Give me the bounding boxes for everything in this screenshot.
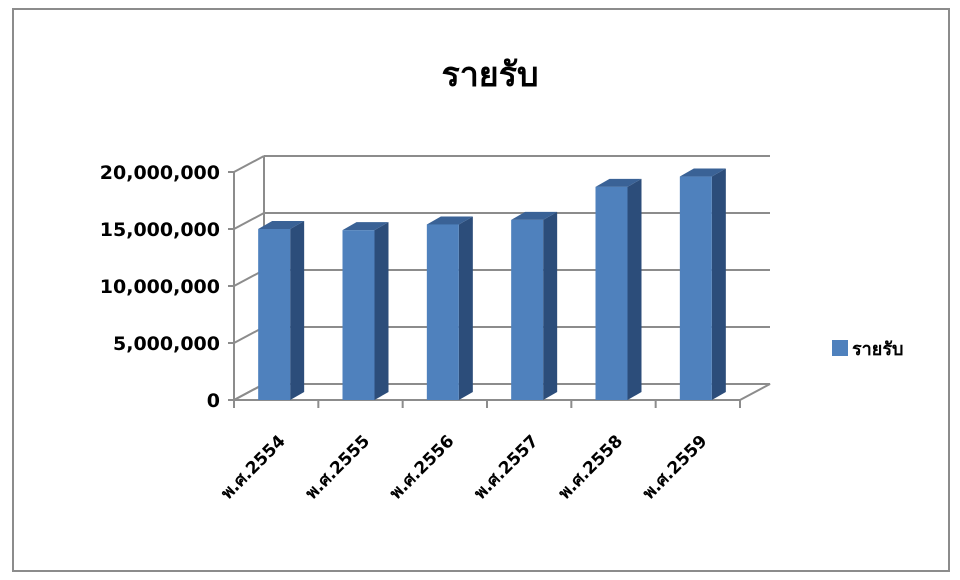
legend: รายรับ — [832, 339, 903, 360]
bar-side — [627, 178, 642, 400]
bar-top — [342, 222, 389, 231]
bar-side — [711, 168, 726, 400]
gridline-side — [233, 212, 265, 230]
y-tick-label: 0 — [207, 390, 220, 412]
chart-frame — [12, 8, 950, 572]
x-tick-label: พ.ศ.2554 — [217, 431, 289, 503]
bar — [679, 176, 712, 400]
legend-label: รายรับ — [852, 339, 903, 360]
bar — [595, 186, 628, 400]
gridline-side — [233, 155, 265, 173]
bar-top — [595, 178, 642, 187]
bar-side — [543, 211, 558, 400]
bar — [342, 230, 375, 400]
y-tick-label: 20,000,000 — [100, 162, 220, 184]
y-tick-label: 15,000,000 — [100, 219, 220, 241]
x-tick-label: พ.ศ.2556 — [386, 431, 458, 503]
y-tick-label: 10,000,000 — [100, 276, 220, 298]
bar-side — [374, 222, 389, 400]
x-tick-label: พ.ศ.2555 — [302, 431, 374, 503]
bar — [511, 219, 544, 400]
bar-top — [679, 168, 726, 177]
bar-top — [426, 216, 473, 225]
bar-side — [290, 221, 305, 400]
plot-area: 0 5,000,000 10,000,000 15,000,000 20,000,000… — [100, 155, 771, 504]
legend-swatch — [832, 340, 848, 356]
x-tick-label: พ.ศ.2558 — [555, 431, 627, 503]
y-tick-label: 5,000,000 — [113, 333, 220, 355]
bar-top — [258, 221, 305, 229]
bar — [426, 224, 459, 400]
bar — [258, 229, 291, 400]
x-tick-label: พ.ศ.2559 — [639, 431, 711, 503]
bar-side — [458, 216, 473, 400]
bar-top — [511, 211, 558, 220]
x-tick-label: พ.ศ.2557 — [470, 431, 542, 503]
chart-title: รายรับ — [441, 55, 538, 95]
